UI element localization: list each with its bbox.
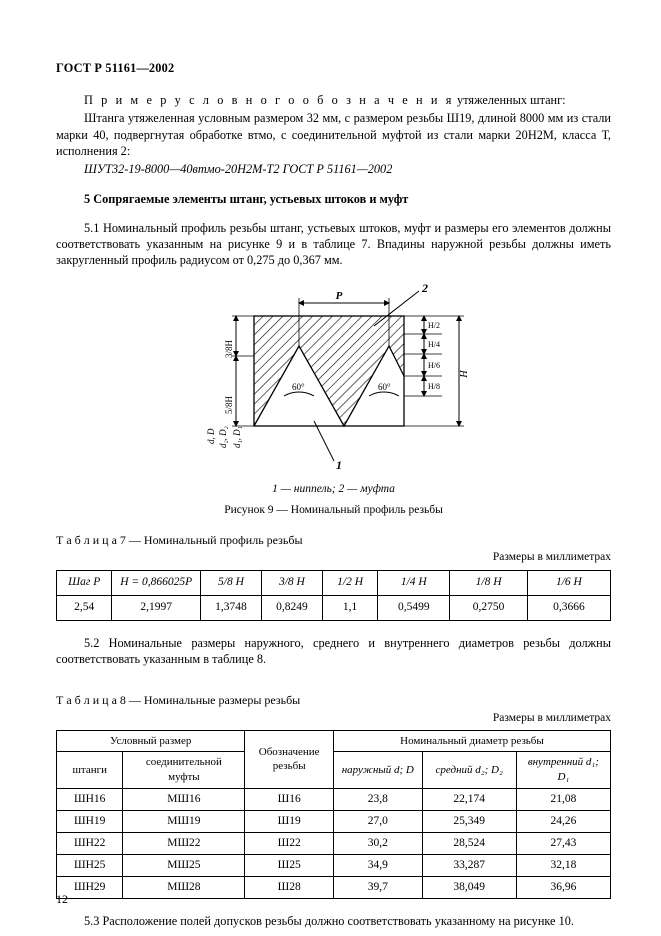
table-row: 2,54 2,1997 1,3748 0,8249 1,1 0,5499 0,2… (57, 595, 611, 620)
figure-9-caption: Рисунок 9 — Номинальный профиль резьбы (56, 503, 611, 518)
example-tail: утяжеленных штанг: (454, 93, 566, 107)
table-row: Шаг P H = 0,866025P 5/8 H 3/8 H 1/2 H 1/… (57, 570, 611, 595)
table-7-dimnote: Размеры в миллиметрах (56, 550, 611, 565)
table-row: ШН22МШ22Ш2230,228,52427,43 (57, 832, 611, 854)
table-8: Условный размер Обозначение резьбы Номин… (56, 730, 611, 899)
table-row: ШН16МШ16Ш1623,822,17421,08 (57, 788, 611, 810)
dim-right-4: H/8 (428, 382, 440, 391)
dim-right-h: H (459, 370, 470, 379)
example-code: ШУТ32-19-8000—40втмо-20Н2М-Т2 ГОСТ Р 511… (56, 161, 611, 177)
figure-9-diagram: 60° 60° P 2 1 3/8H 5/8H (56, 276, 611, 476)
gost-header: ГОСТ Р 51161—2002 (56, 60, 611, 76)
table-8-dimnote: Размеры в миллиметрах (56, 711, 611, 726)
callout-2: 2 (421, 281, 428, 295)
example-label: П р и м е р у с л о в н о г о о б о з н … (84, 93, 454, 107)
dim-right-1: H/2 (428, 321, 440, 330)
dim-right-2: H/4 (428, 340, 440, 349)
angle-label: 60° (292, 382, 305, 392)
example-line: П р и м е р у с л о в н о г о о б о з н … (56, 92, 611, 108)
dim-bottom-3: d₁, D₁ (232, 426, 242, 448)
table-7-title: Т а б л и ц а 7 — Номинальный профиль ре… (56, 533, 611, 549)
dim-left-1: 3/8H (224, 340, 234, 359)
table-row: Условный размер Обозначение резьбы Номин… (57, 730, 611, 752)
dim-p: P (335, 290, 342, 302)
dim-bottom-2: d₂, D₂ (218, 426, 228, 448)
dim-left-2: 5/8H (224, 396, 234, 415)
figure-9-legend: 1 — ниппель; 2 — муфта (56, 482, 611, 497)
table-row: штанги соединительной муфты наружный d; … (57, 752, 611, 788)
callout-1: 1 (336, 458, 342, 472)
dim-bottom-1: d, D (206, 428, 216, 444)
page-number: 12 (56, 892, 68, 908)
table-row: ШН25МШ25Ш2534,933,28732,18 (57, 855, 611, 877)
table-row: ШН19МШ19Ш1927,025,34924,26 (57, 810, 611, 832)
para-5-1: 5.1 Номинальный профиль резьбы штанг, ус… (56, 220, 611, 269)
table-8-title: Т а б л и ц а 8 — Номинальные размеры ре… (56, 693, 611, 709)
example-body: Штанга утяжеленная условным размером 32 … (56, 110, 611, 159)
section-5-title: 5 Сопрягаемые элементы штанг, устьевых ш… (56, 191, 611, 207)
table-7: Шаг P H = 0,866025P 5/8 H 3/8 H 1/2 H 1/… (56, 570, 611, 621)
para-5-3: 5.3 Расположение полей допусков резьбы д… (56, 913, 611, 929)
para-5-2: 5.2 Номинальные размеры наружного, средн… (56, 635, 611, 667)
page: ГОСТ Р 51161—2002 П р и м е р у с л о в … (0, 0, 661, 936)
dim-right-3: H/6 (428, 361, 440, 370)
table-row: ШН29МШ28Ш2839,738,04936,96 (57, 877, 611, 899)
svg-text:60°: 60° (378, 382, 391, 392)
